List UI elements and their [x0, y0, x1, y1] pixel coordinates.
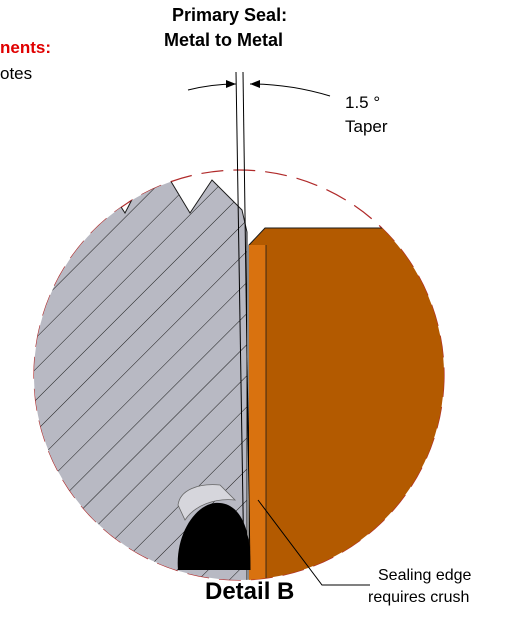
box-face-strip [249, 245, 266, 580]
box-section [248, 227, 444, 580]
seal-ring [177, 502, 251, 570]
detail-title: Detail B [205, 578, 295, 605]
primary-seal-label-line1: Primary Seal: [172, 5, 288, 25]
seal-groove [177, 484, 237, 521]
taper-value: 1.5 ° [345, 93, 381, 112]
primary-seal-label-line2: Metal to Metal [164, 30, 284, 50]
taper-label: Taper [345, 117, 388, 136]
comments-heading: nents: [0, 38, 51, 57]
sealing-edge-leader [257, 499, 370, 586]
sealing-edge-label-line1: Sealing edge [378, 567, 472, 584]
comments-text: otes [0, 64, 33, 83]
sealing-edge-label-line2: requires crush [368, 589, 470, 606]
